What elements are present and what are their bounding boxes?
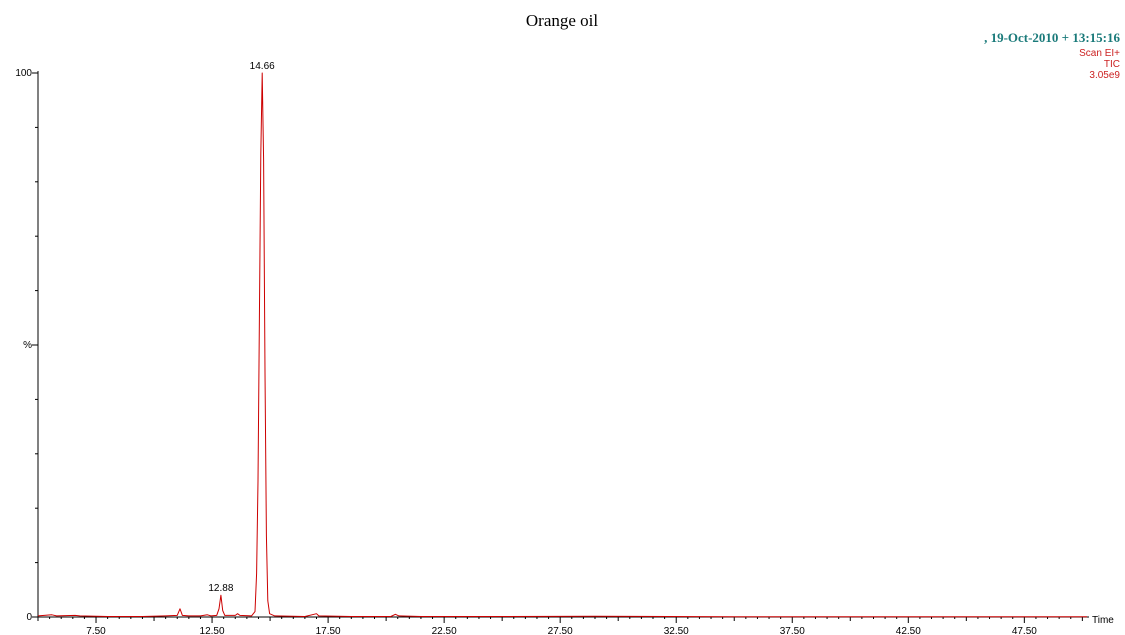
x-tick-label: 7.50 [86,626,106,635]
axes: 0% 100 7.50 12.50 17.50 22.50 27.50 32.50 37.50 4… [15,68,1089,635]
trace-layer [37,72,1087,618]
x-tick-label: 17.50 [316,626,341,635]
x-tick-label: 42.50 [896,626,921,635]
y-tick-label: 100 [15,68,32,79]
trace-type-label: TIC [1104,59,1120,70]
peak-label: 14.66 [250,61,275,72]
x-tick-label: 27.50 [548,626,573,635]
y-tick-label: % [23,340,32,351]
y-tick-label: 0 [26,612,32,623]
x-axis-label: Time [1092,615,1114,626]
intensity-label: 3.05e9 [1089,70,1120,81]
tic-trace-line [37,72,1087,618]
x-tick-label: 37.50 [780,626,805,635]
peak-label: 12.88 [208,583,233,594]
x-tick-label: 32.50 [664,626,689,635]
x-tick-label: 22.50 [432,626,457,635]
peak-labels: 14.66 12.88 [208,61,275,594]
scan-mode-label: Scan EI+ [1079,48,1120,59]
x-tick-label: 47.50 [1012,626,1037,635]
chart-title: Orange oil [526,11,599,30]
x-tick-label: 12.50 [200,626,225,635]
acquisition-date: , 19-Oct-2010 + 13:15:16 [984,30,1120,45]
